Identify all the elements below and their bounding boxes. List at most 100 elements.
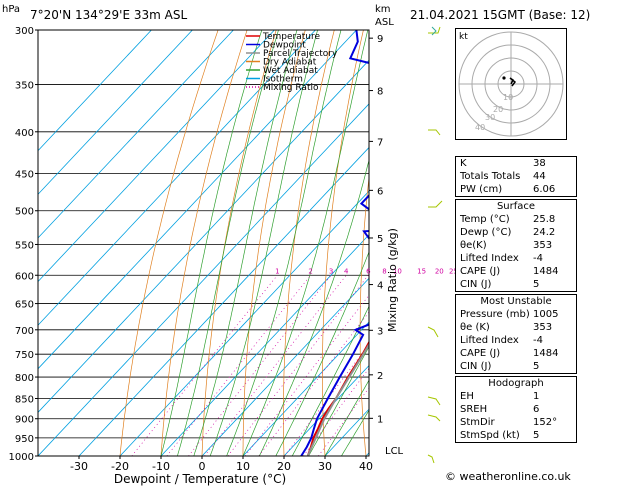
surface-title: Surface xyxy=(496,201,536,212)
pressure-tick-label: 350 xyxy=(15,81,34,92)
mu-row: Lifted Index -4 xyxy=(460,335,543,346)
wet-adiabat-line xyxy=(226,30,342,456)
plot-frame xyxy=(37,29,370,457)
legend-entry: Temperature xyxy=(262,32,320,42)
wet-adiabat-line xyxy=(259,158,369,456)
surface-row: θe(K) 353 xyxy=(460,240,553,251)
wet-adiabat-line xyxy=(275,250,369,456)
mixing-ratio-line xyxy=(188,275,332,456)
surface-row: Temp (°C) 25.8 xyxy=(460,214,556,225)
wind-barb-icon xyxy=(427,454,435,464)
pressure-tick-label: 650 xyxy=(15,300,34,311)
most-unstable-box: Most Unstable Pressure (mb) 1005 θe (K) 35… xyxy=(455,294,577,374)
temperature-tick-label: 30 xyxy=(318,460,332,473)
height-tick-label: 8 xyxy=(377,87,383,98)
hodograph-ring-label: 40 xyxy=(475,123,485,132)
isotherm-line xyxy=(201,277,369,456)
temperature-tick-label: 0 xyxy=(199,460,206,473)
wet-adiabat-line xyxy=(291,305,369,456)
mixing-ratio-line xyxy=(131,275,278,456)
legend-entry: Mixing Ratio xyxy=(263,83,319,93)
pressure-tick-label: 300 xyxy=(15,26,34,37)
hodo-row: EH 1 xyxy=(460,391,540,402)
mu-row: Pressure (mb) 1005 xyxy=(460,309,559,320)
isotherm-line xyxy=(38,30,234,239)
mixing-ratio-label: 1 xyxy=(275,267,279,275)
hodo-row: StmDir 152° xyxy=(460,417,558,428)
wet-adiabat-line xyxy=(209,30,318,456)
y-axis-title: Mixing Ratio (g/kg) xyxy=(386,228,399,332)
wind-barb-icon xyxy=(427,414,441,422)
mixing-ratio-line xyxy=(204,275,347,456)
profile-lines xyxy=(300,30,369,456)
temperature-tick-label: 20 xyxy=(277,460,291,473)
hpa-unit-label: hPa xyxy=(2,4,21,15)
legend-entry: Parcel Trajectory xyxy=(263,49,338,59)
dry-adiabat-line xyxy=(359,173,369,456)
mixing-ratio-label: 2 xyxy=(308,267,312,275)
surface-row: Lifted Index -4 xyxy=(460,253,543,264)
mixing-ratio-label: 25 xyxy=(449,267,455,275)
hodograph-ring-label: 30 xyxy=(485,113,495,122)
height-tick-label: 5 xyxy=(377,234,383,245)
background-lines xyxy=(38,30,369,456)
series-parcel-trajectory xyxy=(306,342,369,456)
hodograph-ring-label: 10 xyxy=(503,93,513,102)
wet-adiabat-line xyxy=(324,379,369,456)
series-temperature xyxy=(306,340,369,456)
temperature-tick-label: -10 xyxy=(152,460,170,473)
isotherm-line xyxy=(160,234,369,456)
mixing-ratio-label: 6 xyxy=(366,267,371,275)
hodograph-unit: kt xyxy=(459,32,468,42)
temperature-tick-label: -20 xyxy=(111,460,129,473)
legend-entry: Dewpoint xyxy=(263,41,306,51)
hodo-row: StmSpd (kt) 5 xyxy=(460,430,540,441)
hodograph-box: Hodograph EH 1 SREH 6 StmDir 152° StmSpd (k… xyxy=(455,376,577,443)
hodograph-ring-label: 20 xyxy=(493,105,503,114)
pressure-tick-label: 900 xyxy=(15,415,34,426)
mu-row: θe (K) 353 xyxy=(460,322,553,333)
dry-adiabat-line xyxy=(201,30,277,456)
isotherm-line xyxy=(38,103,369,456)
mu-row: CIN (J) 5 xyxy=(460,361,540,372)
wind-barb-icon xyxy=(428,200,443,208)
pressure-tick-label: 500 xyxy=(15,207,34,218)
hodograph-trace xyxy=(509,77,517,87)
isotherm-line xyxy=(242,321,369,456)
storm-motion-dot xyxy=(502,76,506,80)
dry-adiabat-line xyxy=(283,30,335,456)
wet-adiabat-line xyxy=(177,30,279,456)
mixing-ratio-label: 8 xyxy=(382,267,386,275)
height-tick-label: 6 xyxy=(377,186,383,197)
isotherm-line xyxy=(78,146,369,456)
isotherm-line xyxy=(38,30,275,283)
temperature-tick-label: 10 xyxy=(236,460,250,473)
isotherm-line xyxy=(283,364,369,456)
isotherm-line xyxy=(119,190,369,456)
mixing-ratio-line xyxy=(166,275,311,456)
wet-adiabat-line xyxy=(242,30,369,456)
height-tick-label: 2 xyxy=(377,371,383,382)
mixing-ratio-labels: 1 2 3 4 6 8 10 15 20 25 xyxy=(275,267,455,275)
legend-entry: Dry Adiabat xyxy=(263,58,317,68)
height-axis: 1 2 3 4 5 6 7 8 9 xyxy=(369,34,383,425)
wet-adiabat-line xyxy=(160,30,263,456)
most-unstable-title: Most Unstable xyxy=(480,296,552,307)
wet-adiabat-line xyxy=(193,30,298,456)
surface-row: Dewp (°C) 24.2 xyxy=(460,227,556,238)
height-tick-label: 1 xyxy=(377,414,383,425)
temperature-tick-label: 40 xyxy=(359,460,373,473)
wind-barb-icon xyxy=(428,26,441,34)
pressure-tick-label: 950 xyxy=(15,434,34,445)
pressure-tick-label: 600 xyxy=(15,271,34,282)
dry-adiabat-line xyxy=(160,30,248,456)
legend-entry: Wet Adiabat xyxy=(263,66,318,76)
pressure-tick-label: 700 xyxy=(15,326,34,337)
hodo-row: SREH 6 xyxy=(460,404,540,415)
index-row: Totals Totals 44 xyxy=(460,171,546,182)
isotherm-line xyxy=(38,59,369,413)
station-label: 7°20'N 134°29'E 33m ASL xyxy=(30,8,188,22)
pressure-tick-label: 1000 xyxy=(9,452,34,463)
mixing-ratio-label: 15 xyxy=(417,267,426,275)
